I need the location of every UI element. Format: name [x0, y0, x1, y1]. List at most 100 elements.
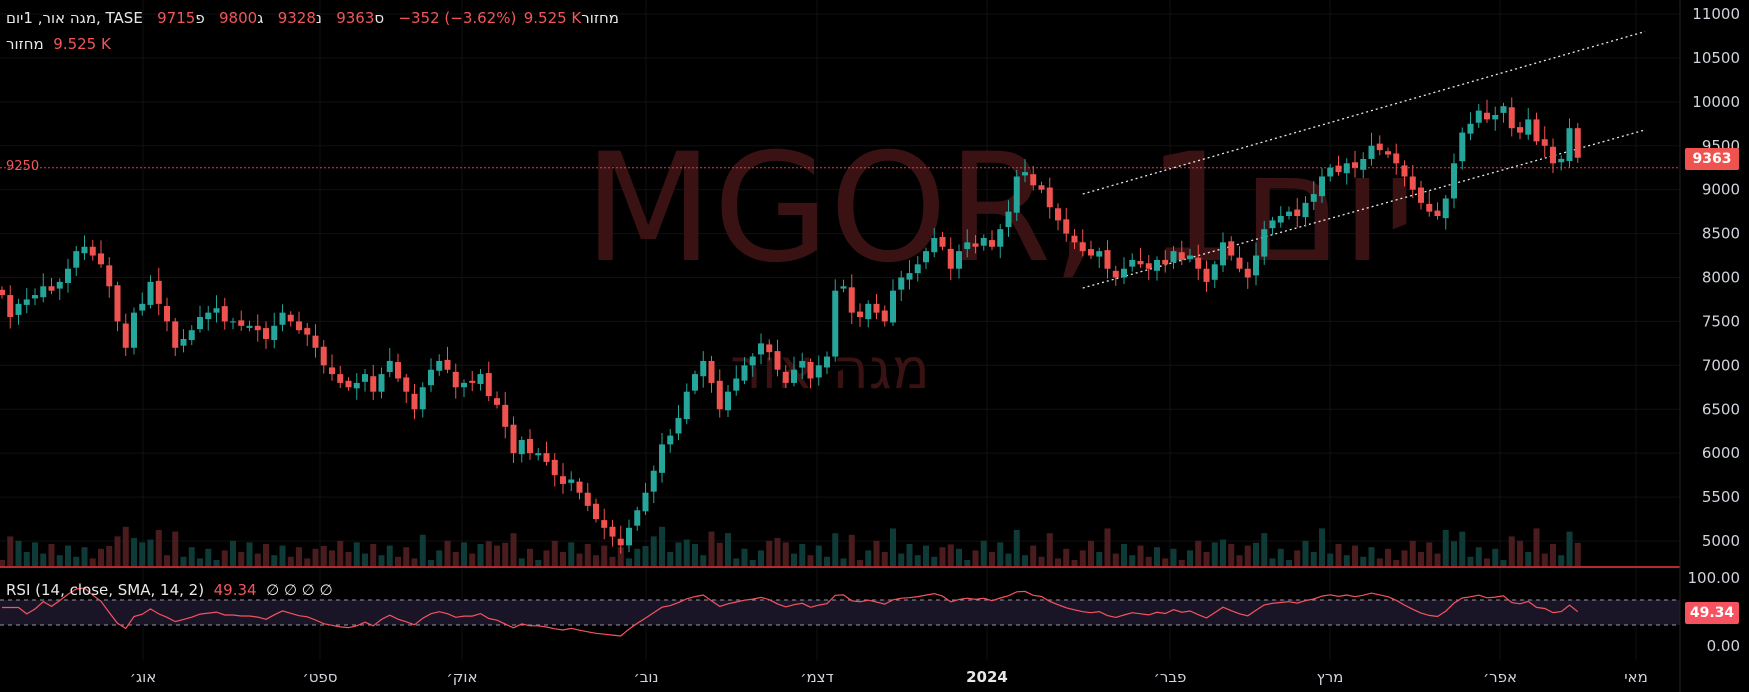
candle-body — [601, 520, 608, 528]
candle-body — [832, 290, 839, 357]
candle-body — [1022, 172, 1028, 176]
volume-bar — [353, 542, 360, 566]
price-level-label[interactable]: 9250 — [6, 159, 40, 174]
candle-body — [535, 453, 542, 456]
volume-bar — [782, 542, 789, 566]
volume-bar — [1228, 544, 1235, 566]
candle-body — [527, 438, 533, 454]
candle-body — [1376, 143, 1383, 151]
candle-body — [1426, 203, 1433, 212]
high-label: ג — [257, 9, 264, 27]
candle-body — [741, 365, 748, 381]
volume-bar — [1500, 560, 1507, 566]
candle-body — [1360, 158, 1367, 170]
candle-body — [7, 295, 14, 318]
candle-body — [1079, 242, 1086, 252]
candle-body — [320, 346, 327, 366]
candle-body — [1055, 208, 1061, 221]
candle-body — [700, 360, 707, 377]
candle-body — [824, 356, 830, 368]
time-tick-label: נוב׳ — [634, 668, 659, 686]
rsi-line — [2, 587, 1579, 637]
candle-body — [931, 237, 938, 253]
price-tick-label: 6500 — [1702, 400, 1740, 418]
candle-body — [848, 287, 855, 313]
candle-body — [246, 325, 253, 328]
candle-body — [147, 281, 154, 305]
volume-bar — [1343, 555, 1350, 566]
time-tick-label: דצמ׳ — [800, 668, 834, 686]
price-tick-label: 7500 — [1702, 312, 1740, 330]
volume-bar — [1302, 540, 1309, 566]
volume-bar — [1352, 545, 1358, 566]
volume-bar — [461, 542, 467, 566]
candle-body — [1558, 158, 1565, 163]
low-value: 9328 — [277, 9, 316, 27]
candle-body — [23, 299, 30, 305]
volume-bar — [733, 558, 740, 566]
candle-body — [1352, 162, 1358, 168]
volume-bar — [89, 558, 96, 566]
volume-bar — [700, 555, 707, 566]
candle-body — [131, 312, 137, 348]
candle-body — [510, 424, 517, 454]
volume-bar — [411, 558, 418, 566]
rsi-legend[interactable]: RSI (14, close, SMA, 14, 2) 49.34 ∅ ∅ ∅ … — [6, 581, 333, 599]
volume-bar — [246, 542, 253, 566]
candle-body — [1442, 198, 1449, 219]
candle-body — [1005, 211, 1012, 228]
candle-body — [1492, 115, 1499, 120]
volume-bar — [378, 555, 385, 566]
volume-bar — [1401, 550, 1408, 566]
candle-body — [469, 380, 476, 383]
candle-body — [1525, 119, 1532, 135]
volume-bars — [0, 526, 1581, 566]
candle-body — [353, 382, 360, 389]
volume-bar — [1030, 545, 1037, 566]
volume-bar — [741, 548, 748, 566]
symbol-legend[interactable]: 9.525 Kמחזור — [524, 9, 619, 27]
volume-bar — [1533, 528, 1540, 566]
candle-body — [840, 286, 847, 289]
volume-bar — [15, 540, 22, 566]
candle-body — [1121, 268, 1127, 278]
volume-bar — [634, 548, 641, 566]
candle-body — [1269, 220, 1276, 229]
volume-bar — [1046, 533, 1053, 566]
volume-bar — [213, 560, 220, 566]
candle-body — [947, 248, 954, 269]
candle-body — [1541, 139, 1548, 146]
open-label: פ — [195, 9, 205, 27]
volume-bar — [81, 547, 88, 566]
volume-bar — [1253, 542, 1259, 566]
candle-body — [370, 376, 377, 392]
candle-body — [568, 479, 575, 483]
candle-body — [782, 371, 789, 383]
symbol-title[interactable]: מגה אור, 1יום, TASE — [6, 9, 143, 27]
candle-body — [502, 404, 509, 427]
candle-body — [1030, 174, 1037, 186]
candle-body — [337, 374, 344, 383]
volume-bar — [725, 533, 731, 566]
candle-body — [188, 330, 195, 341]
candle-body — [312, 335, 319, 348]
candle-body — [1228, 241, 1235, 256]
candle-body — [774, 351, 781, 370]
candle-body — [1343, 163, 1350, 174]
candle-body — [1566, 128, 1573, 162]
volume-bar — [221, 550, 228, 566]
volume-bar — [815, 545, 822, 566]
volume-bar — [370, 544, 377, 566]
volume-legend[interactable]: מחזור 9.525 K — [6, 35, 111, 53]
candle-body — [626, 527, 632, 546]
candle-body — [221, 306, 228, 322]
volume-bar — [1187, 550, 1193, 566]
volume-bar — [312, 548, 319, 566]
candle-body — [923, 251, 929, 263]
candle-body — [213, 308, 220, 313]
candle-body — [725, 391, 731, 411]
volume-bar — [65, 545, 71, 566]
candle-body — [593, 503, 599, 520]
volume-bar — [1574, 542, 1581, 566]
